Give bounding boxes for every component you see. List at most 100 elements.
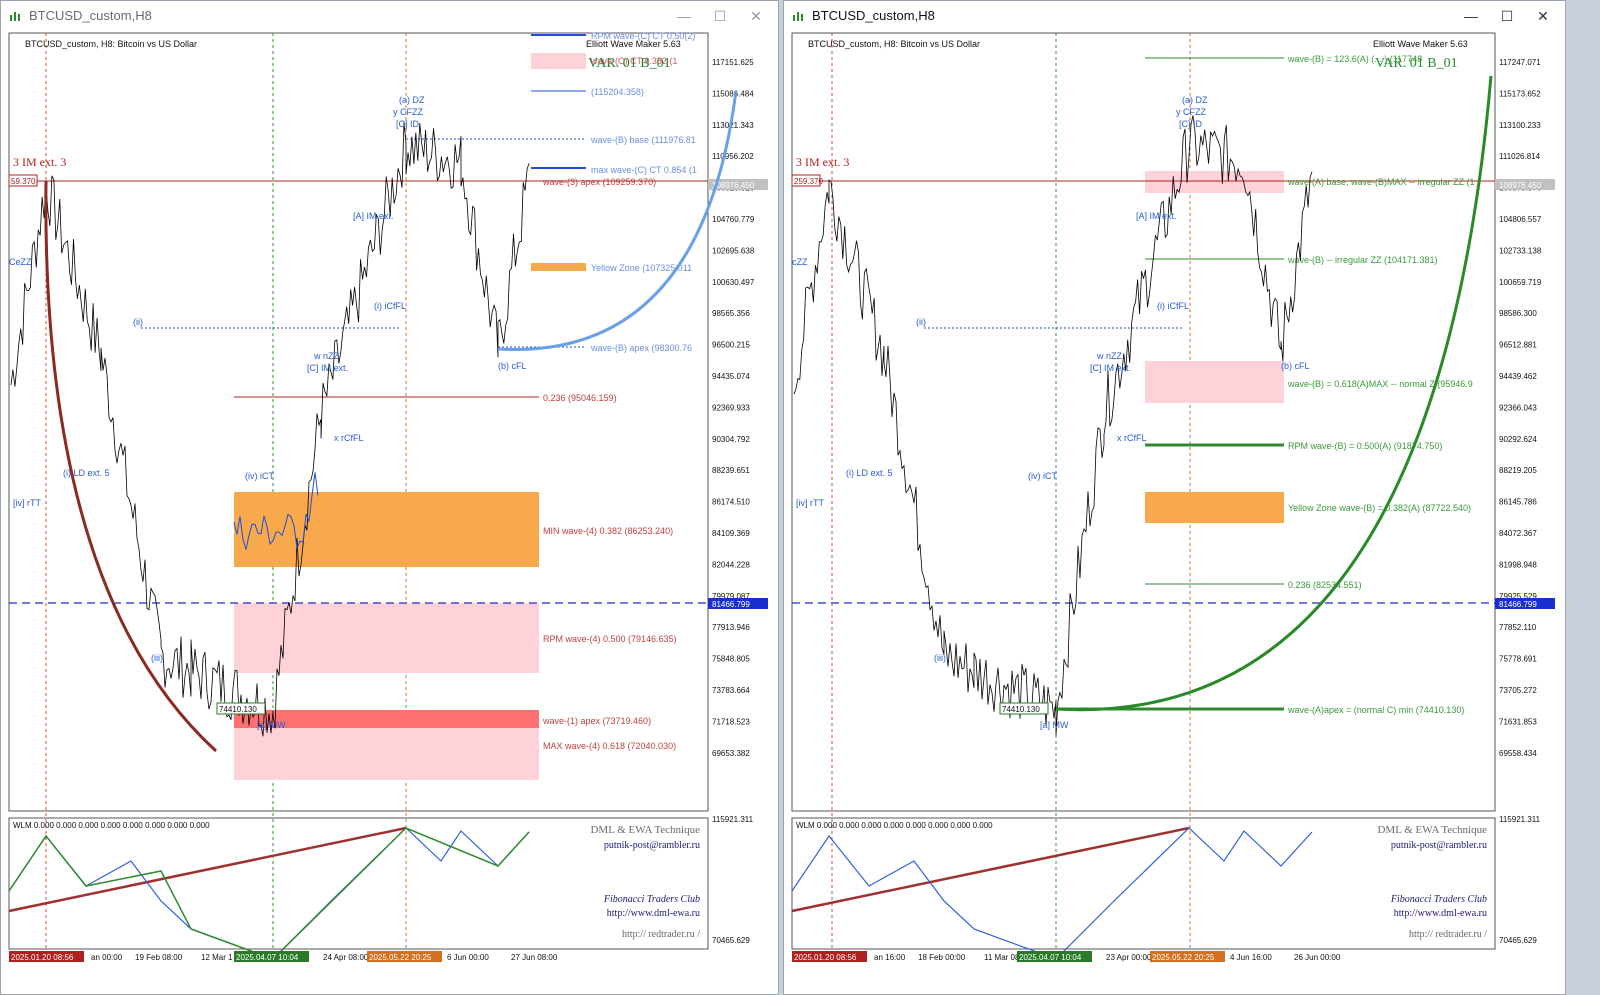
right-chart-window[interactable]: BTCUSD_custom,H8 — ☐ ✕ BTCUSD_custom, H8… (783, 0, 1566, 995)
time-axis-label: 18 Feb 00:00 (918, 953, 966, 962)
im-ext-label: 3 IM ext. 3 (796, 155, 849, 169)
time-axis-label: 12 Mar 1 (201, 953, 233, 962)
price-axis-label: 77852.110 (1499, 623, 1537, 632)
price-axis-label: 79979.087 (712, 592, 750, 601)
low-tag: 74410.130 (1002, 705, 1040, 714)
maximize-button[interactable]: ☐ (1500, 8, 1514, 24)
price-axis-label: 104760.779 (712, 215, 755, 224)
level-label: (115204.358) (591, 87, 644, 97)
time-axis-label: 19 Feb 08:00 (135, 953, 183, 962)
time-tag-box (792, 951, 867, 962)
price-axis-label: 81998.948 (1499, 560, 1537, 569)
price-series-projection (233, 472, 319, 550)
minimize-button[interactable]: — (677, 8, 691, 24)
time-tag-box (234, 951, 309, 962)
im-ext-label: 3 IM ext. 3 (13, 155, 66, 169)
wave-label: (b) cFL (498, 361, 527, 371)
left-chart-window[interactable]: BTCUSD_custom,H8 — ☐ ✕ BTCUSD_custom, H8… (0, 0, 779, 995)
left-titlebar[interactable]: BTCUSD_custom,H8 — ☐ ✕ (1, 1, 778, 31)
price-axis-label: 92369.933 (712, 403, 750, 412)
window-title: BTCUSD_custom,H8 (29, 8, 152, 23)
wave-label: x rCfFL (334, 433, 364, 443)
wave-label: (ii) (133, 317, 143, 327)
wave-label: x rCfFL (1117, 433, 1147, 443)
wave-label: [a] MW (1040, 720, 1069, 730)
level-label: wave-(B) = 0.618(A)MAX -- normal Z (9594… (1287, 379, 1473, 389)
wave-label: (iv) iCT (245, 471, 274, 481)
yellow-zone (1145, 492, 1284, 523)
chart-area[interactable]: BTCUSD_custom, H8: Bitcoin vs US Dollar E… (784, 31, 1565, 994)
level-label: RPM wave-(4) 0.500 (79146.635) (543, 634, 677, 644)
wave-label: (a) DZ (1182, 95, 1208, 105)
price-axis-label: 94439.462 (1499, 372, 1537, 381)
price-tag: 59.370 (11, 177, 36, 186)
ewm-label: Elliott Wave Maker 5.63 (1373, 39, 1468, 49)
trend-line (791, 826, 1190, 913)
indicator-axis-label: 70465.629 (712, 936, 750, 945)
price-axis-label: 96500.215 (712, 341, 750, 350)
price-axis-label: 73705.272 (1499, 686, 1537, 695)
wave-label: [A] IM ext. (353, 211, 394, 221)
wlm-label: WLM 0.000 0.000 0.000 0.000 0.000 0.000 … (13, 821, 210, 830)
price-axis-label: 71631.853 (1499, 717, 1537, 726)
price-axis-label: 86145.786 (1499, 498, 1537, 507)
price-series (793, 115, 1313, 736)
price-axis-label: 110956.202 (712, 152, 754, 161)
last-price-box (708, 179, 768, 190)
price-axis-label: 88219.205 (1499, 466, 1537, 475)
wave-label: w nZZ (1096, 351, 1123, 361)
last-price-label: 108976.450 (1499, 181, 1542, 190)
close-button[interactable]: ✕ (750, 8, 762, 24)
variant-label: VAR. 01 B_01 (588, 56, 671, 71)
projection-arrow (497, 90, 738, 352)
cross-price-label: 81466.799 (712, 600, 750, 609)
main-panel (8, 32, 709, 812)
pink-zone (531, 53, 586, 69)
wave-label: (b) cFL (1281, 361, 1310, 371)
price-axis-label: 69653.382 (712, 749, 750, 758)
wave-label: [C] ID (1179, 119, 1203, 129)
chart-area[interactable]: BTCUSD_custom, H8: Bitcoin vs US Dollar E… (1, 31, 778, 994)
wave-label: (i) iCfFL (374, 301, 406, 311)
time-tag: 2025.05.22 20:25 (1152, 953, 1215, 962)
level-label: RPM wave-(B) = 0.500(A) (91874.750) (1288, 441, 1442, 451)
price-axis-label: 69558.434 (1499, 749, 1537, 758)
right-titlebar[interactable]: BTCUSD_custom,H8 — ☐ ✕ (784, 1, 1565, 31)
last-price-label: 108976.450 (712, 181, 755, 190)
price-tag: 259.370 (794, 177, 823, 186)
price-axis-label: 104806.557 (1499, 215, 1542, 224)
footer-text: http://www.dml-ewa.ru (1394, 908, 1487, 919)
level-label: wave-(A) base, wave-(B)MAX -- irregular … (1287, 177, 1475, 187)
price-axis-label: 117247.071 (1499, 58, 1541, 67)
low-tag: 74410.130 (219, 705, 257, 714)
wave-label: (i) LD ext. 5 (63, 468, 110, 478)
level-label: 0.236 (82534.551) (1288, 580, 1362, 590)
time-axis-label: 6 Jun 00:00 (447, 953, 489, 962)
wave-label: (i) LD ext. 5 (846, 468, 893, 478)
min-wave4-zone (234, 492, 539, 567)
chart-header: BTCUSD_custom, H8: Bitcoin vs US Dollar (25, 39, 197, 49)
chart-header: BTCUSD_custom, H8: Bitcoin vs US Dollar (808, 39, 980, 49)
chart-window-icon (10, 12, 20, 21)
wave-label: [iv] rTT (796, 498, 824, 508)
level-label: wave-(1) apex (73719.460) (542, 716, 651, 726)
time-axis-label: 23 Apr 00:00 (1106, 953, 1152, 962)
price-axis-label: 86174.510 (712, 498, 750, 507)
price-axis-label: 115086.484 (712, 89, 754, 98)
footer-text: http://www.dml-ewa.ru (607, 908, 700, 919)
minimize-button[interactable]: — (1464, 8, 1478, 24)
wave-label: (iii) (934, 653, 946, 663)
close-button[interactable]: ✕ (1537, 8, 1549, 24)
level-label: wave-(B) -- irregular ZZ (104171.381) (1287, 255, 1438, 265)
maximize-button[interactable]: ☐ (713, 8, 727, 24)
price-axis-label: 73783.664 (712, 686, 750, 695)
footer-text: http:// redtrader.ru / (1409, 929, 1487, 940)
indicator-axis-label: 115921.311 (712, 815, 754, 824)
level-label: wave-(A)apex = (normal C) min (74410.130… (1287, 705, 1464, 715)
cross-price-label: 81466.799 (1499, 600, 1537, 609)
price-axis-label: 88239.651 (712, 466, 750, 475)
price-axis-label: 94435.074 (712, 372, 750, 381)
time-tag: 2025.01.20 08:56 (11, 953, 74, 962)
level-label: Yellow Zone wave-(B) = 0.382(A) (87722.5… (1288, 503, 1471, 513)
price-axis-label: 98565.356 (712, 309, 750, 318)
